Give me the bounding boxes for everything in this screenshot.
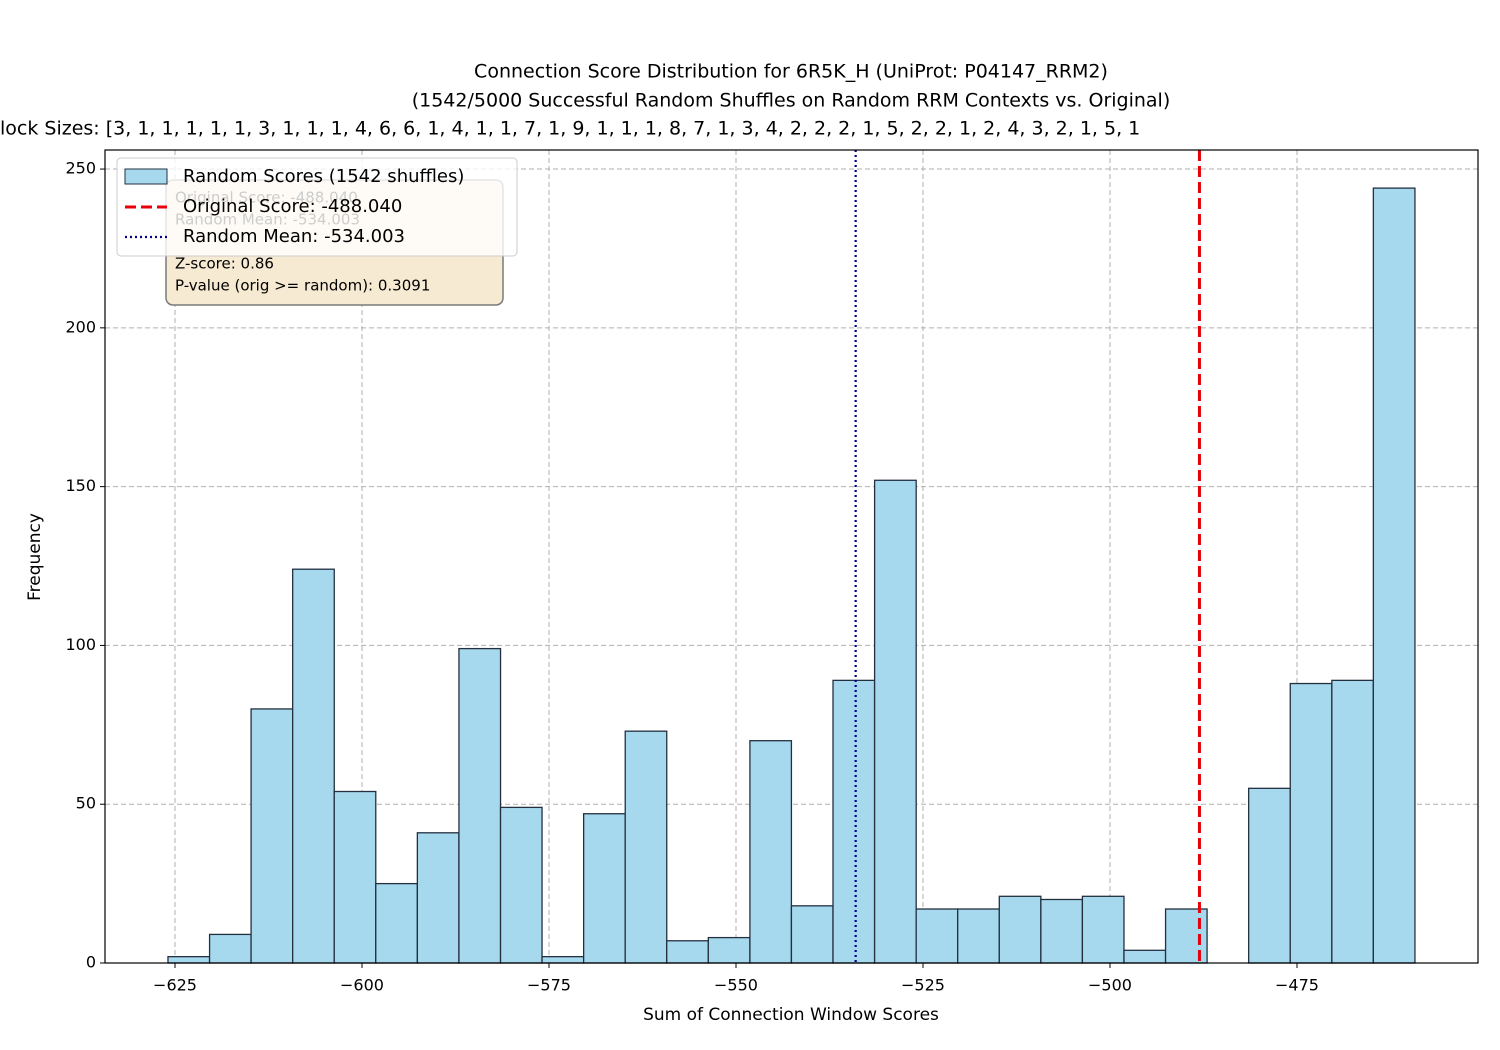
bar [333, 790, 377, 964]
x-tick-label: −500 [1088, 976, 1132, 995]
x-tick-label: −525 [901, 976, 945, 995]
bar [541, 955, 585, 964]
y-tick-label: 200 [65, 317, 96, 336]
legend-label: Random Mean: -534.003 [183, 226, 405, 247]
legend-label: Random Scores (1542 shuffles) [183, 166, 464, 187]
bar [499, 806, 543, 964]
y-tick-label: 0 [86, 953, 96, 972]
y-tick-label: 50 [76, 794, 96, 813]
bar [292, 568, 335, 964]
plot-frame [104, 149, 1479, 964]
bar [707, 936, 751, 964]
bar [208, 933, 252, 964]
y-tick-label: 100 [65, 635, 96, 654]
y-tick-label: 150 [65, 476, 96, 495]
bar [1081, 895, 1125, 964]
x-tick-label: −625 [153, 976, 197, 995]
bar [832, 679, 876, 964]
x-tick-label: −575 [527, 976, 571, 995]
bar [458, 647, 502, 964]
stats-text: P-value (orig >= random): 0.3091 [175, 277, 430, 295]
chart-subtitle: lock Sizes: [3, 1, 1, 1, 1, 1, 3, 1, 1, … [0, 118, 1140, 140]
bar [666, 940, 709, 964]
bar [416, 832, 460, 964]
legend-label: Original Score: -488.040 [183, 196, 402, 217]
bar [1331, 679, 1375, 964]
bar [1123, 949, 1167, 964]
bar [167, 955, 211, 964]
bar [1289, 682, 1333, 964]
x-tick-label: −550 [714, 976, 758, 995]
bar [250, 708, 294, 964]
x-axis-label: Sum of Connection Window Scores [643, 1005, 939, 1025]
bar [749, 740, 793, 964]
bar [1372, 187, 1416, 964]
legend-box [116, 157, 518, 257]
legend-swatch [124, 168, 168, 185]
x-tick-label: −475 [1275, 976, 1319, 995]
bar [582, 813, 626, 964]
bar [957, 908, 1000, 964]
bar [998, 895, 1042, 964]
bar [915, 908, 959, 964]
bar [873, 479, 917, 964]
x-tick-label: −600 [340, 976, 384, 995]
chart-subtitle: (1542/5000 Successful Random Shuffles on… [412, 90, 1171, 112]
bar [624, 730, 668, 964]
y-axis-label: Frequency [25, 513, 45, 601]
bar [790, 905, 834, 964]
bar [1248, 787, 1291, 964]
bar [375, 882, 419, 964]
y-tick-label: 250 [65, 159, 96, 178]
chart-title: Connection Score Distribution for 6R5K_H… [474, 61, 1108, 83]
bar [1040, 898, 1084, 964]
stats-text: Z-score: 0.86 [175, 255, 274, 273]
